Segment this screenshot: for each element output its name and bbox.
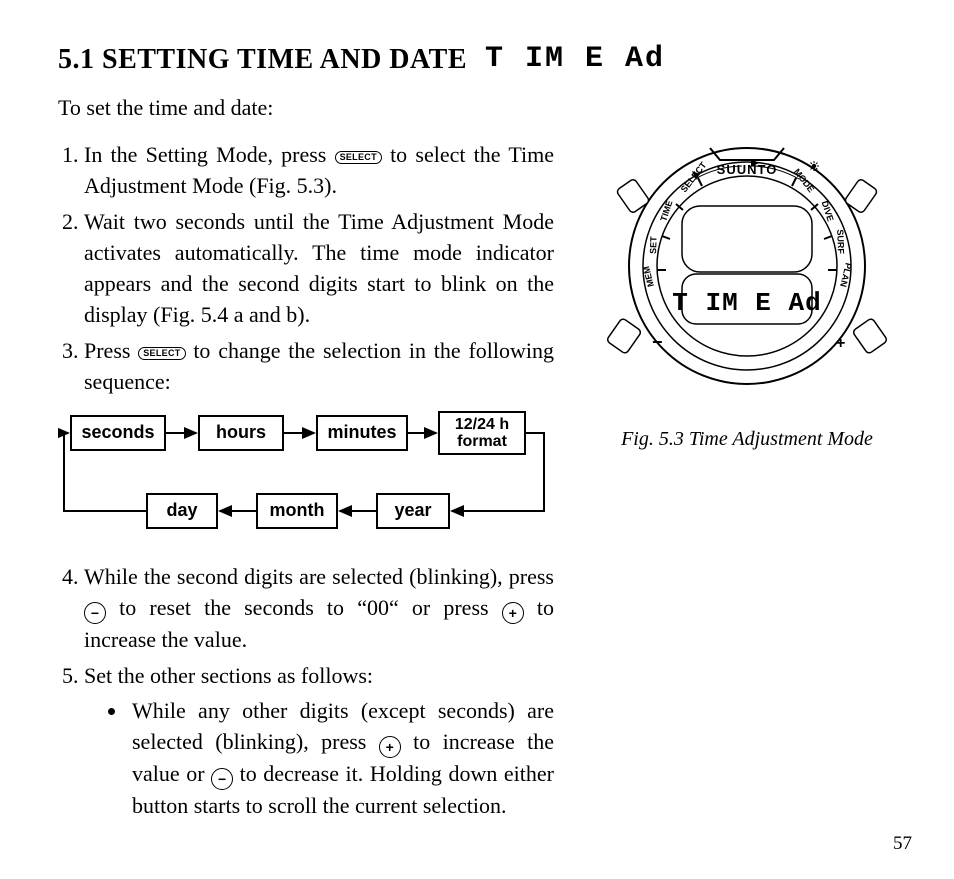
flow-arrows: [58, 411, 558, 551]
step-3: Press SELECT to change the selection in …: [84, 335, 554, 551]
step-4-text-a: While the second digits are selected (bl…: [84, 564, 554, 589]
watch-label-set: SET: [648, 236, 659, 254]
watch-label-surf: SURF: [835, 229, 846, 254]
watch-brand-text: SUUNTO: [717, 162, 778, 177]
step-1-text-a: In the Setting Mode, press: [84, 142, 335, 167]
heading-row: 5.1 SETTING TIME AND DATE T IM E Ad: [58, 44, 914, 76]
step-5-intro: Set the other sections as follows:: [84, 663, 373, 688]
minus-button-icon: −: [84, 602, 106, 624]
figure-caption: Fig. 5.3 Time Adjustment Mode: [582, 428, 912, 451]
manual-page: 5.1 SETTING TIME AND DATE T IM E Ad To s…: [0, 0, 954, 879]
step-1: In the Setting Mode, press SELECT to sel…: [84, 139, 554, 201]
sequence-flow-diagram: seconds hours minutes 12/24 h format yea…: [58, 411, 554, 551]
step-4: While the second digits are selected (bl…: [84, 561, 554, 655]
lcd-heading-glyph: T IM E Ad: [485, 42, 665, 76]
step-5: Set the other sections as follows: While…: [84, 660, 554, 822]
page-number: 57: [893, 833, 912, 855]
intro-text: To set the time and date:: [58, 92, 554, 123]
watch-lcd-text: T IM E Ad: [672, 288, 821, 318]
watch-minus-icon: −: [652, 332, 663, 352]
content-columns: To set the time and date: In the Setting…: [58, 92, 914, 825]
minus-button-icon: −: [211, 768, 233, 790]
left-column: To set the time and date: In the Setting…: [58, 92, 554, 825]
right-column: SUUNTO SELECT TIME SET MEM MODE DIVE SUR…: [582, 92, 912, 451]
select-button-icon: SELECT: [138, 347, 185, 360]
step-4-text-b: to reset the seconds to “00“ or press: [106, 595, 502, 620]
plus-button-icon: +: [379, 736, 401, 758]
steps-list: In the Setting Mode, press SELECT to sel…: [58, 139, 554, 821]
watch-figure: SUUNTO SELECT TIME SET MEM MODE DIVE SUR…: [592, 126, 902, 406]
step-2: Wait two seconds until the Time Adjustme…: [84, 206, 554, 331]
section-heading: 5.1 SETTING TIME AND DATE: [58, 44, 467, 76]
watch-illustration: SUUNTO SELECT TIME SET MEM MODE DIVE SUR…: [592, 126, 902, 406]
step-5-bullet: While any other digits (except seconds) …: [128, 695, 554, 821]
plus-button-icon: +: [502, 602, 524, 624]
step-3-text-a: Press: [84, 338, 138, 363]
watch-plus-icon: +: [836, 335, 845, 352]
step-5-bullets: While any other digits (except seconds) …: [84, 695, 554, 821]
select-button-icon: SELECT: [335, 151, 382, 164]
